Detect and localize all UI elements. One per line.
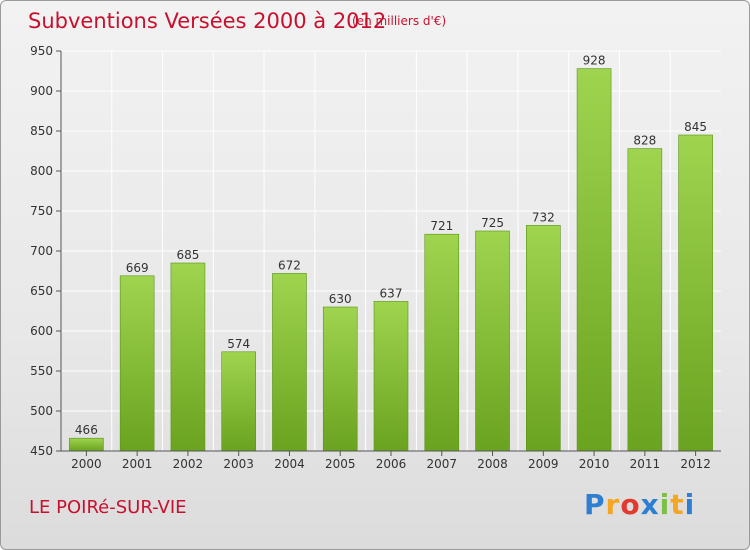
logo-letter: P: [584, 488, 606, 521]
y-tick-label: 700: [30, 244, 53, 258]
x-tick-label-2007: 2007: [426, 457, 457, 471]
bar-2004: [272, 273, 307, 452]
data-label-2000: 466: [75, 423, 98, 437]
logo-letter: i: [659, 488, 671, 521]
bar-2011: [627, 148, 663, 452]
x-tick-label-2009: 2009: [528, 457, 559, 471]
x-tick-label-2002: 2002: [173, 457, 204, 471]
x-tick-label-2012: 2012: [680, 457, 711, 471]
y-tick-label: 600: [30, 324, 53, 338]
y-tick-label: 550: [30, 364, 53, 378]
data-label-2009: 732: [532, 210, 555, 224]
logo-letter: r: [605, 488, 621, 521]
x-tick-label-2011: 2011: [630, 457, 661, 471]
bars: 466 669 685 574 672 630 637 721 725 732 928 828 845: [69, 54, 713, 452]
data-label-2005: 630: [329, 292, 352, 306]
x-tick-label-2004: 2004: [274, 457, 305, 471]
logo-letter: i: [684, 488, 696, 521]
data-label-2007: 721: [430, 219, 453, 233]
bar-2000: [69, 437, 104, 452]
commune-name: LE POIRé-SUR-VIE: [29, 497, 187, 518]
x-tick-label-2001: 2001: [122, 457, 153, 471]
bar-2012: [678, 134, 713, 452]
bar-2007: [424, 233, 460, 452]
data-label-2011: 828: [633, 134, 656, 148]
proxiti-logo: Proxiti: [584, 488, 695, 521]
bar-2008: [475, 230, 510, 452]
bar-2005: [322, 306, 358, 452]
y-tick-label: 900: [30, 84, 53, 98]
y-tick-label: 750: [30, 204, 53, 218]
data-label-2006: 637: [380, 286, 403, 300]
x-tick-label-2006: 2006: [376, 457, 407, 471]
data-label-2010: 928: [583, 54, 606, 68]
chart-title: Subventions Versées 2000 à 2012: [28, 9, 387, 33]
chart-subtitle: (en milliers d'€): [352, 14, 447, 28]
logo-letter: o: [620, 488, 641, 521]
y-tick-label: 800: [30, 164, 53, 178]
bar-2001: [119, 275, 155, 452]
bar-2002: [170, 262, 206, 452]
data-label-2003: 574: [227, 337, 250, 351]
y-tick-label: 650: [30, 284, 53, 298]
x-tick-label-2010: 2010: [579, 457, 610, 471]
x-tick-label-2003: 2003: [223, 457, 254, 471]
y-tick-label: 450: [30, 444, 53, 458]
x-tick-label-2008: 2008: [477, 457, 508, 471]
data-label-2004: 672: [278, 258, 301, 272]
x-tick-label-2005: 2005: [325, 457, 356, 471]
logo-letter: x: [640, 488, 660, 521]
y-tick-label: 850: [30, 124, 53, 138]
data-label-2002: 685: [176, 248, 199, 262]
logo-letter: t: [670, 488, 685, 521]
bar-2009: [526, 225, 561, 452]
bar-2006: [373, 301, 409, 452]
x-tick-label-2000: 2000: [71, 457, 102, 471]
bar-2010: [576, 68, 612, 452]
data-label-2012: 845: [684, 120, 707, 134]
bar-2003: [221, 351, 256, 452]
y-tick-label: 950: [30, 44, 53, 58]
data-label-2008: 725: [481, 216, 504, 230]
data-label-2001: 669: [126, 261, 149, 275]
y-tick-label: 500: [30, 404, 53, 418]
axes: 450 500 550 600 650 700 750 800 850 900 950 2000 200…: [30, 44, 721, 471]
